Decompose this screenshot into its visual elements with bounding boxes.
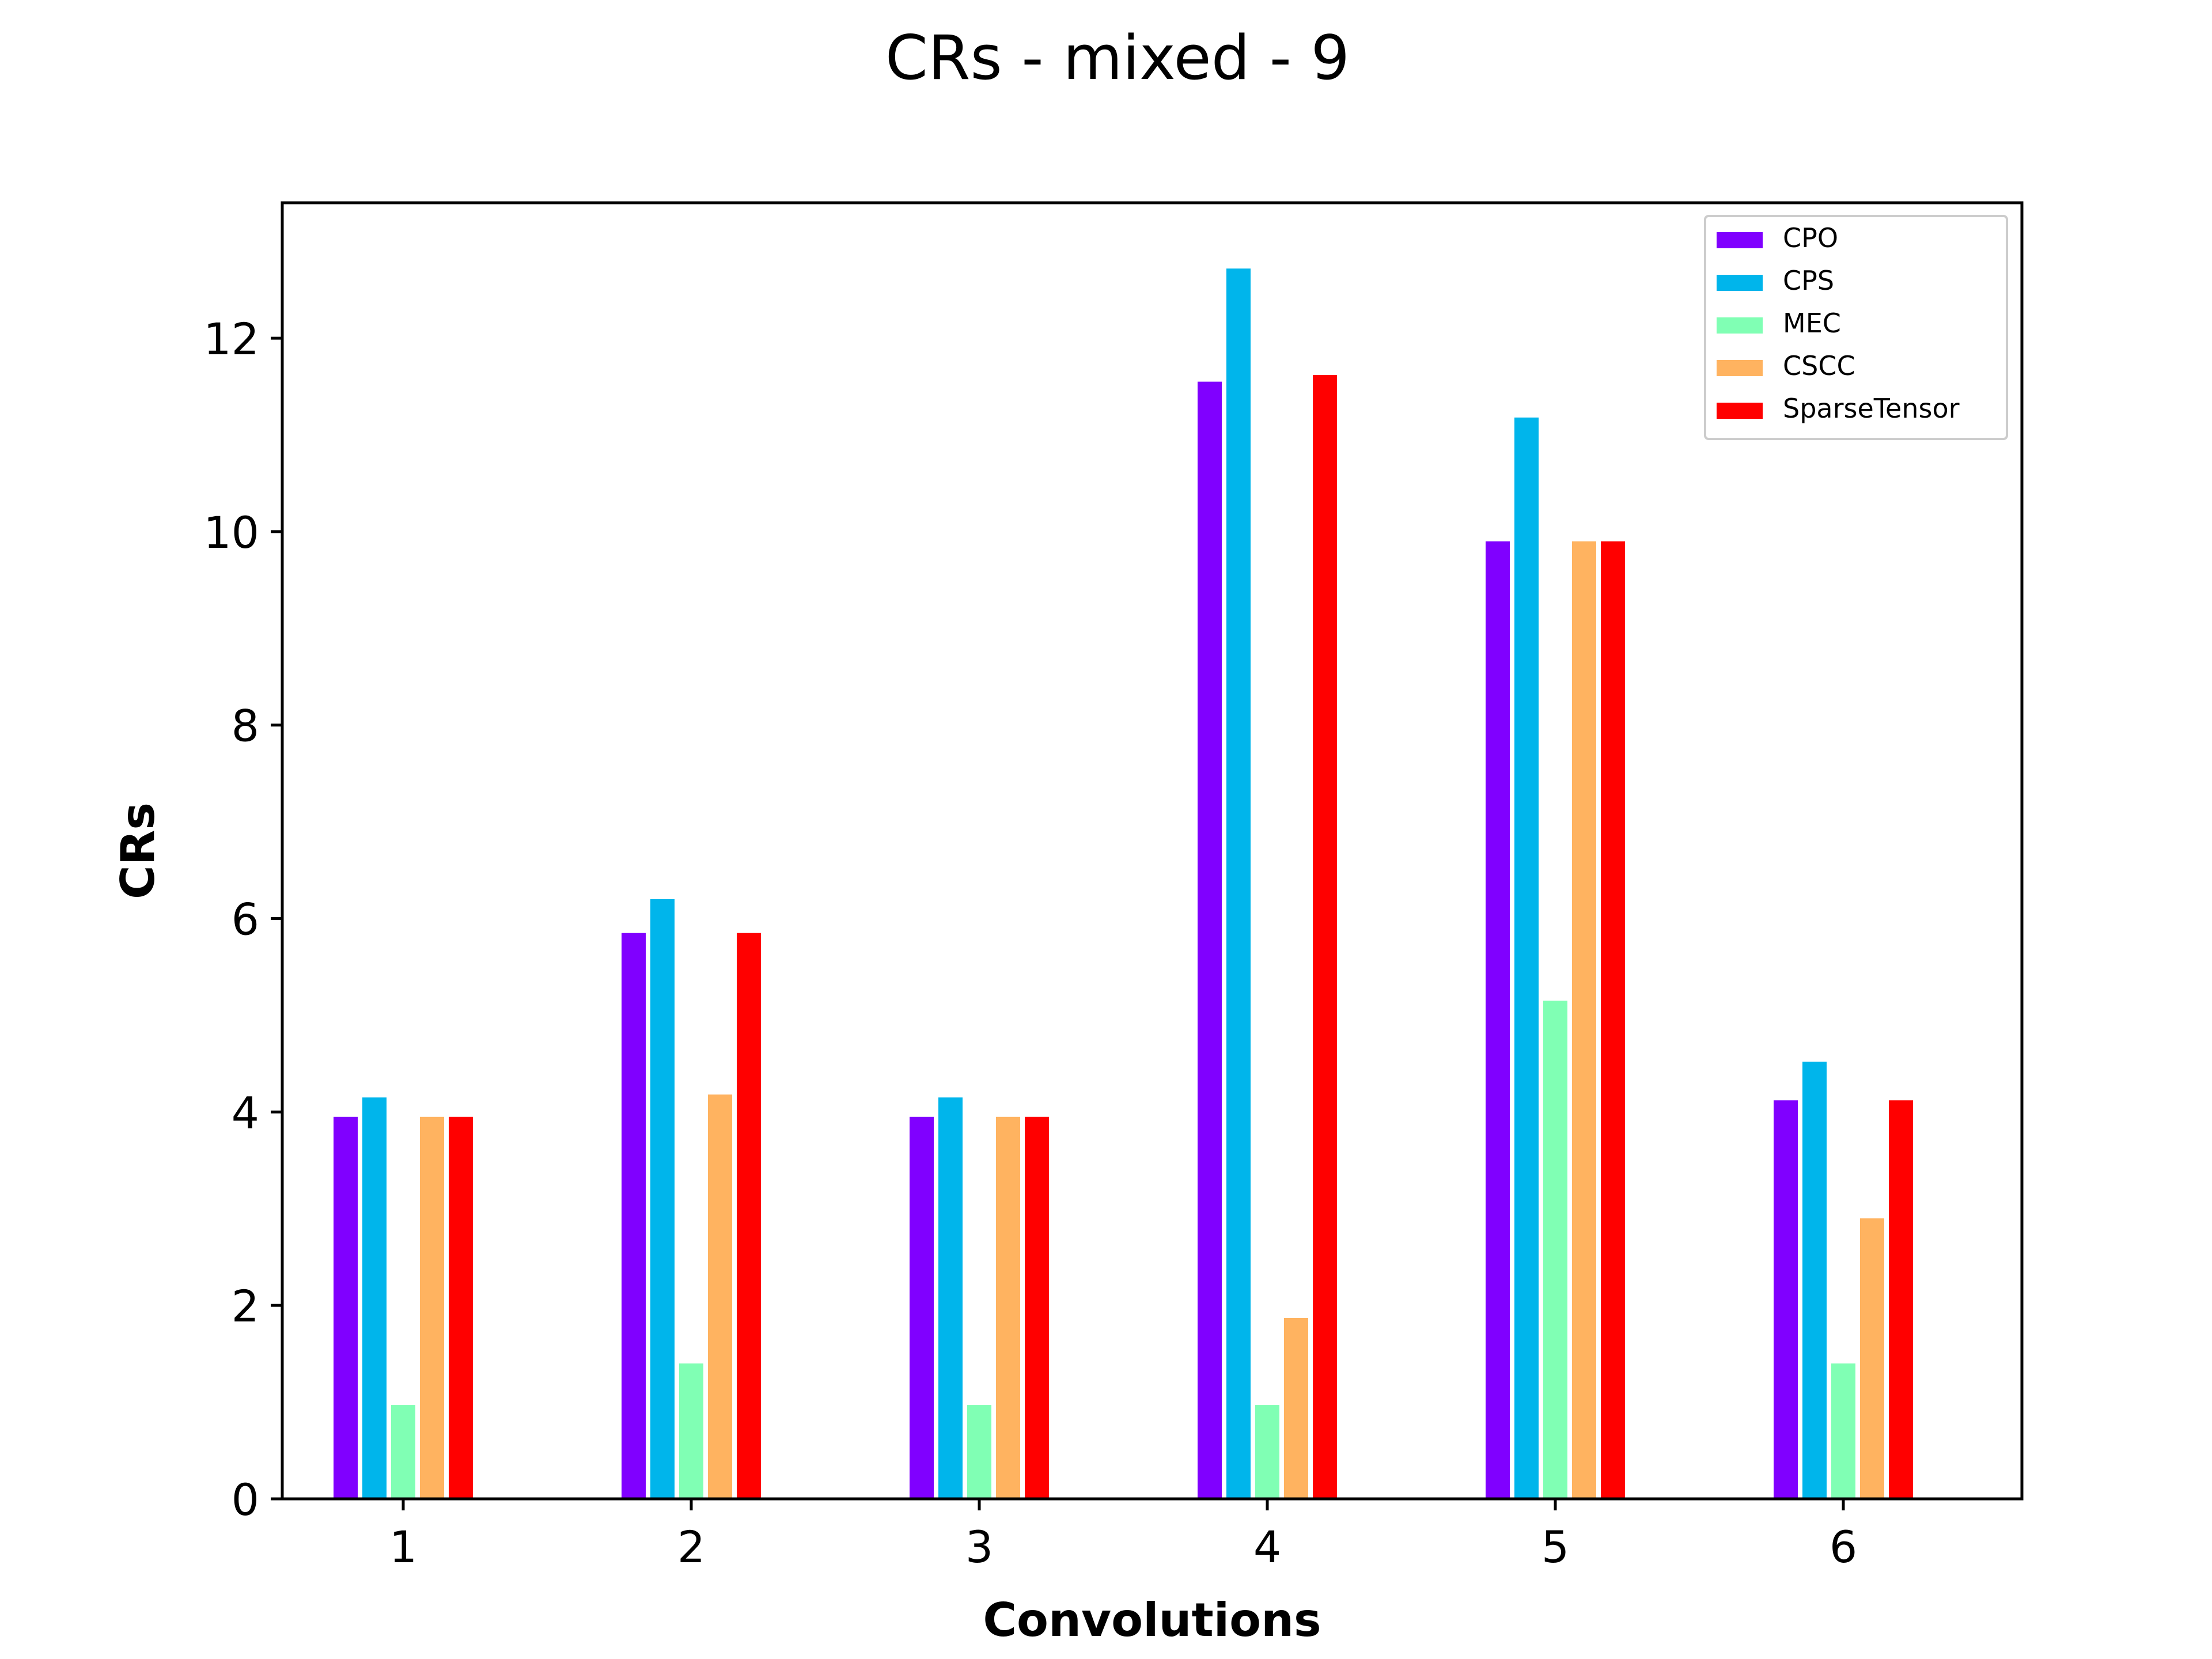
series-cpo xyxy=(334,381,1798,1499)
legend: CPO CPS MEC CSCC SparseTensor xyxy=(1704,215,2008,440)
x-tick-label: 6 xyxy=(1830,1521,1857,1573)
bar-cscc-2 xyxy=(708,1094,732,1499)
legend-label-cscc: CSCC xyxy=(1783,350,1855,381)
chart-title: CRs - mixed - 9 xyxy=(885,22,1350,93)
series-cscc xyxy=(420,541,1884,1499)
bar-cscc-3 xyxy=(996,1116,1020,1499)
bar-cscc-6 xyxy=(1860,1218,1884,1499)
bar-cps-4 xyxy=(1226,268,1251,1499)
legend-swatch-cpo xyxy=(1717,232,1763,248)
legend-swatch-cscc xyxy=(1717,360,1763,376)
bar-sparsetensor-5 xyxy=(1601,541,1625,1499)
x-axis-label: Convolutions xyxy=(983,1593,1321,1647)
bar-cps-1 xyxy=(362,1097,387,1499)
bar-mec-3 xyxy=(967,1405,991,1499)
legend-box xyxy=(1704,215,2008,440)
x-tick-label: 3 xyxy=(965,1521,993,1573)
y-tick-label: 10 xyxy=(203,507,259,558)
bar-cps-2 xyxy=(650,899,675,1499)
legend-label-sparsetensor: SparseTensor xyxy=(1783,393,1960,424)
bar-cpo-4 xyxy=(1198,381,1222,1499)
bar-cps-6 xyxy=(1802,1062,1827,1499)
y-tick-label: 8 xyxy=(232,700,259,752)
y-axis: 0 2 4 6 8 10 12 xyxy=(203,313,282,1525)
bar-sparsetensor-1 xyxy=(449,1116,473,1499)
y-tick-label: 6 xyxy=(232,894,259,945)
legend-label-cps: CPS xyxy=(1783,265,1834,296)
x-tick-label: 1 xyxy=(389,1521,417,1573)
y-tick-label: 2 xyxy=(232,1281,259,1332)
series-cps xyxy=(362,268,1827,1499)
legend-swatch-cps xyxy=(1717,275,1763,291)
x-tick-label: 4 xyxy=(1253,1521,1281,1573)
series-mec xyxy=(391,1001,1855,1499)
bars xyxy=(334,268,1913,1499)
bar-cpo-3 xyxy=(910,1116,934,1499)
bar-sparsetensor-6 xyxy=(1889,1100,1913,1499)
bar-cps-3 xyxy=(938,1097,963,1499)
bar-cscc-5 xyxy=(1572,541,1596,1499)
y-tick-label: 12 xyxy=(203,313,259,365)
legend-label-cpo: CPO xyxy=(1783,222,1838,253)
bar-cscc-4 xyxy=(1284,1318,1308,1499)
x-axis: 1 2 3 4 5 6 xyxy=(389,1499,1857,1573)
bar-mec-5 xyxy=(1543,1001,1567,1499)
y-axis-label: CRs xyxy=(111,802,165,899)
legend-swatch-sparsetensor xyxy=(1717,403,1763,419)
y-tick-label: 0 xyxy=(232,1474,259,1525)
bar-mec-6 xyxy=(1831,1363,1855,1499)
bar-sparsetensor-2 xyxy=(737,933,761,1499)
bar-sparsetensor-3 xyxy=(1025,1116,1049,1499)
bar-cpo-1 xyxy=(334,1116,358,1499)
bar-cpo-6 xyxy=(1774,1100,1798,1499)
bar-cps-5 xyxy=(1514,417,1539,1499)
legend-label-mec: MEC xyxy=(1783,308,1841,339)
plot-frame xyxy=(281,201,2024,1501)
bar-cpo-2 xyxy=(622,933,646,1499)
bar-sparsetensor-4 xyxy=(1313,374,1337,1499)
series-sparsetensor xyxy=(449,374,1913,1499)
bar-cscc-1 xyxy=(420,1116,444,1499)
bar-mec-1 xyxy=(391,1405,415,1499)
bar-cpo-5 xyxy=(1486,541,1510,1499)
x-tick-label: 5 xyxy=(1541,1521,1569,1573)
x-tick-label: 2 xyxy=(677,1521,705,1573)
y-tick-label: 4 xyxy=(232,1087,259,1138)
legend-swatch-mec xyxy=(1717,317,1763,334)
bar-mec-4 xyxy=(1255,1405,1279,1499)
bar-mec-2 xyxy=(679,1363,703,1499)
